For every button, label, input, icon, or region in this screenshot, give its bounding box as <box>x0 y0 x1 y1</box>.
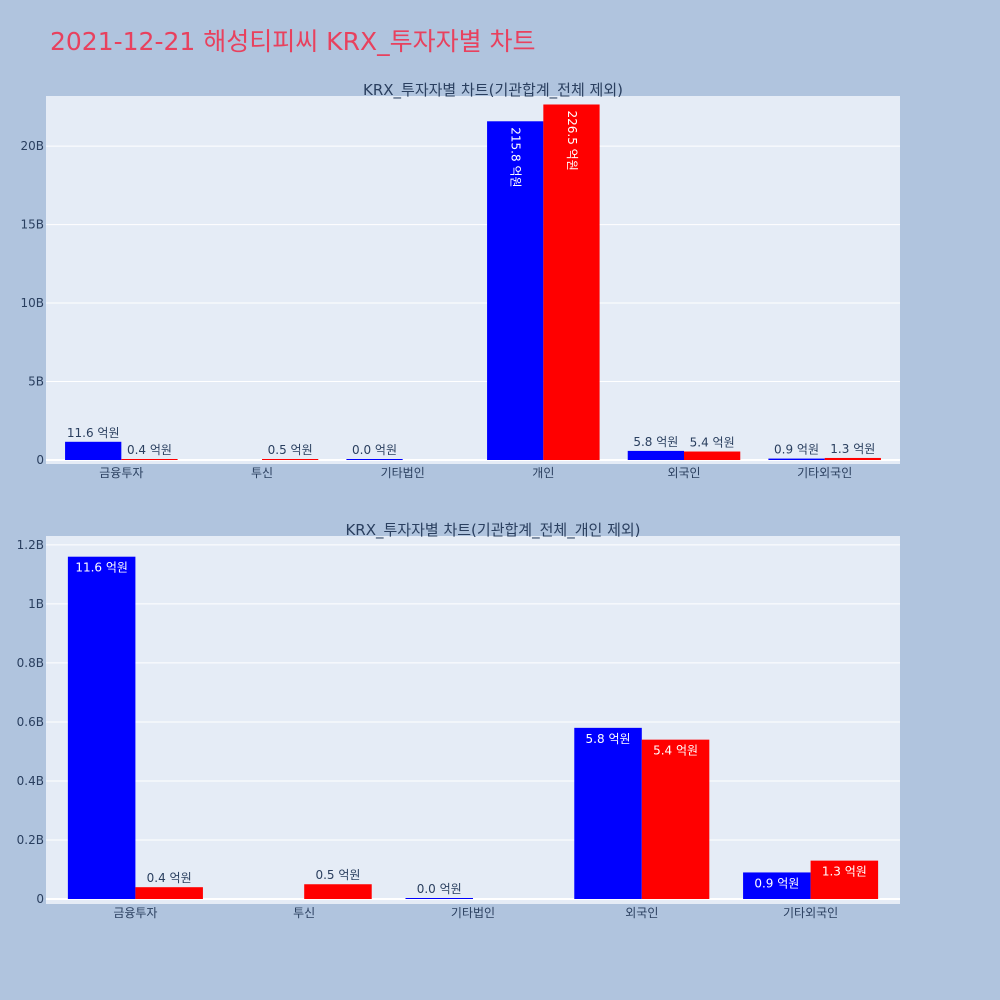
bar <box>743 872 811 899</box>
bar <box>684 451 741 460</box>
y-tick-label: 10B <box>20 296 44 310</box>
data-label: 0.0 억원 <box>417 882 462 896</box>
y-tick-label: 0 <box>36 892 44 906</box>
x-tick-label: 개인 <box>532 466 554 480</box>
x-tick-label: 외국인 <box>625 906 658 920</box>
y-tick-label: 0.8B <box>17 656 44 670</box>
y-tick-label: 15B <box>20 218 44 232</box>
bar <box>574 727 642 899</box>
bar <box>824 457 881 460</box>
chart-bottom: 0 0.2B 0.4B 0.6B 0.8B 1B 1.2B KRX_투자자별 차트(기관합계_… <box>17 521 900 920</box>
x-tick-label: 투신 <box>293 906 315 920</box>
x-tick-label: 금융투자 <box>113 906 157 920</box>
plot-area <box>46 96 900 464</box>
y-tick-label: 1B <box>28 597 44 611</box>
bar <box>135 887 203 899</box>
plot-area <box>46 536 900 904</box>
data-label: 1.3 억원 <box>830 442 875 456</box>
bar <box>405 898 473 899</box>
y-tick-label: 0 <box>36 453 44 467</box>
bar <box>487 121 544 460</box>
data-label: 11.6 억원 <box>75 561 128 575</box>
bar <box>65 441 122 460</box>
x-tick-label: 기타외국인 <box>783 906 838 920</box>
bar <box>121 459 178 460</box>
data-label: 5.8 억원 <box>633 435 678 449</box>
y-tick-label: 5B <box>28 375 44 389</box>
y-tick-label: 20B <box>20 139 44 153</box>
y-tick-label: 1.2B <box>17 538 44 552</box>
data-label: 0.0 억원 <box>352 443 397 457</box>
x-tick-label: 외국인 <box>667 466 700 480</box>
data-label: 5.4 억원 <box>653 744 698 758</box>
data-label: 0.5 억원 <box>268 443 313 457</box>
x-tick-label: 기타법인 <box>381 466 425 480</box>
x-tick-label: 기타외국인 <box>797 466 852 480</box>
bar <box>346 459 403 460</box>
x-tick-label: 기타법인 <box>451 906 495 920</box>
data-label: 0.5 억원 <box>315 868 360 882</box>
data-label: 0.9 억원 <box>774 443 819 457</box>
data-label: 11.6 억원 <box>67 426 120 440</box>
data-label: 5.8 억원 <box>586 732 631 746</box>
y-tick-label: 0.2B <box>17 833 44 847</box>
bar <box>543 104 600 461</box>
data-label: 1.3 억원 <box>822 865 867 879</box>
bar <box>627 450 684 460</box>
data-label: 0.4 억원 <box>147 871 192 885</box>
data-label: 5.4 억원 <box>690 436 735 450</box>
bar <box>67 556 136 899</box>
chart-title: KRX_투자자별 차트(기관합계_전체 제외) <box>363 81 623 100</box>
y-tick-label: 0.4B <box>17 774 44 788</box>
data-label: 0.9 억원 <box>754 876 799 890</box>
chart-title: KRX_투자자별 차트(기관합계_전체_개인 제외) <box>345 521 640 540</box>
bar <box>304 884 372 899</box>
bar <box>641 739 710 899</box>
data-label: 226.5 억원 <box>565 110 579 170</box>
bar <box>810 860 879 899</box>
page-title: 2021-12-21 해성티피씨 KRX_투자자별 차트 <box>50 27 536 56</box>
bar <box>262 459 319 460</box>
x-tick-label: 투신 <box>251 466 273 480</box>
x-tick-label: 금융투자 <box>99 466 143 480</box>
bar <box>768 458 825 460</box>
chart-top: 0 5B 10B 15B 20B KRX_투자자별 차트(기관합계_전체 제외) 금융투자 1… <box>20 81 900 480</box>
data-label: 0.4 억원 <box>127 443 172 457</box>
data-label: 215.8 억원 <box>509 127 523 187</box>
y-tick-label: 0.6B <box>17 715 44 729</box>
